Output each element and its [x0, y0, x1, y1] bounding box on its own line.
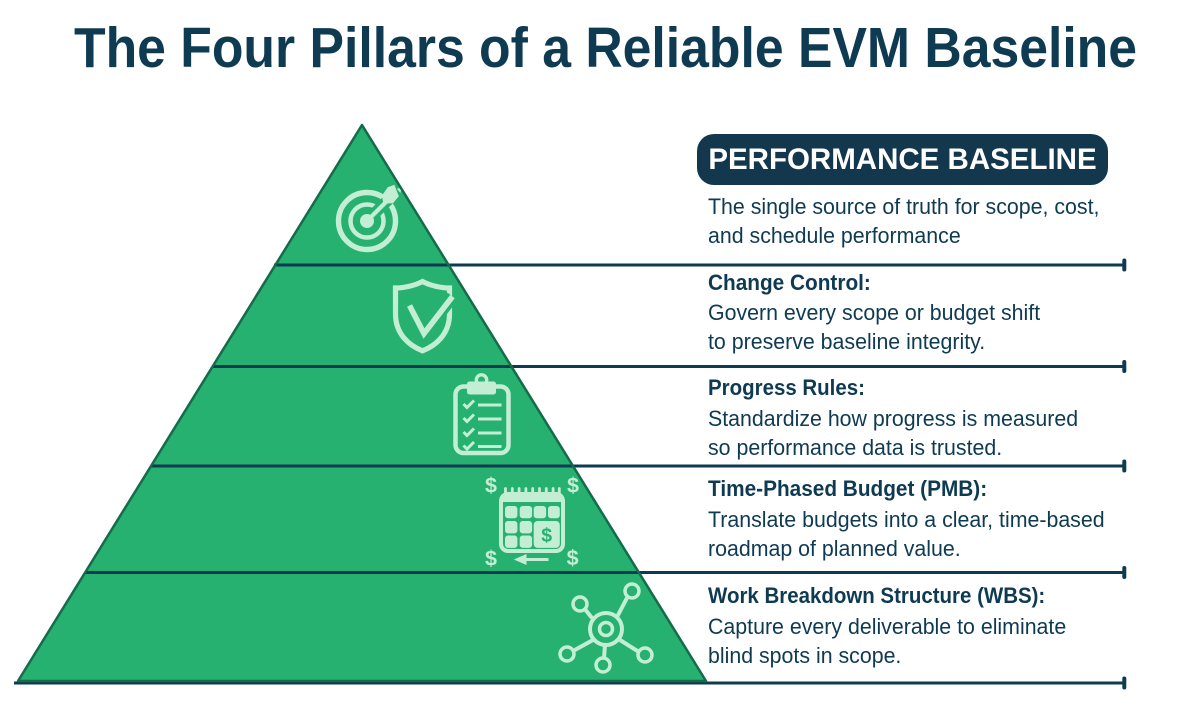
svg-text:$: $	[541, 525, 552, 547]
svg-text:$: $	[567, 546, 579, 570]
svg-text:$: $	[485, 474, 497, 498]
svg-text:$: $	[567, 474, 579, 498]
svg-text:$: $	[485, 547, 497, 571]
